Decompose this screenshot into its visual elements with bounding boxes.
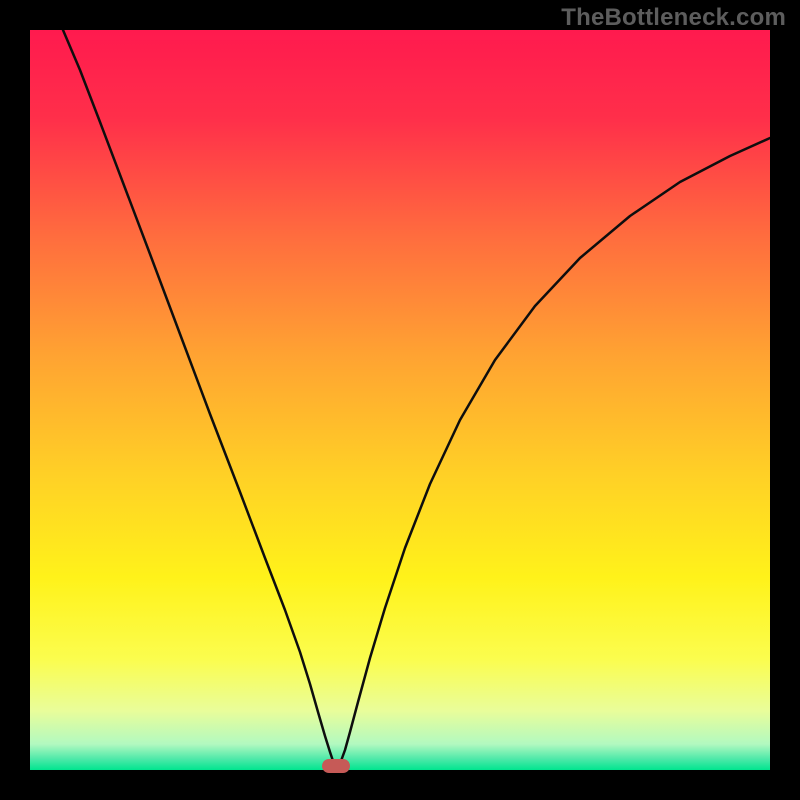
watermark-text: TheBottleneck.com <box>561 4 786 32</box>
plot-area <box>30 30 770 770</box>
bottleneck-curve-svg <box>30 30 770 770</box>
chart-frame: TheBottleneck.com <box>0 0 800 800</box>
minimum-marker <box>322 759 350 773</box>
bottleneck-curve-path <box>63 30 770 768</box>
